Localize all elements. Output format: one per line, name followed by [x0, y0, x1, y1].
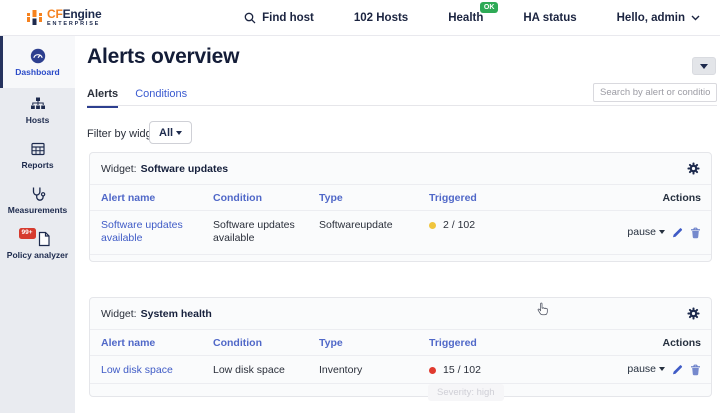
page-title: Alerts overview: [87, 45, 240, 68]
sidebar-item-hosts[interactable]: Hosts: [0, 88, 75, 133]
widget-name: System health: [140, 307, 212, 320]
health-ok-badge: OK: [479, 1, 499, 13]
severity-dot: [429, 366, 436, 374]
search-input[interactable]: [593, 83, 717, 102]
column-header-type[interactable]: Type: [319, 192, 343, 204]
gear-icon: [687, 307, 700, 320]
column-header-condition[interactable]: Condition: [213, 337, 262, 349]
alert-type: Softwareupdate: [319, 219, 393, 231]
topbar: CFEngine ENTERPRISE Find host 102 Hosts …: [0, 0, 720, 36]
column-header-alert-name[interactable]: Alert name: [101, 337, 156, 349]
cfengine-logo[interactable]: CFEngine ENTERPRISE: [27, 6, 102, 28]
policy-analyzer-icon: 99+: [18, 228, 51, 247]
sidebar-item-measurements[interactable]: Measurements: [0, 178, 75, 223]
caret-down-icon: [659, 230, 665, 234]
mouse-cursor-pointer: [536, 302, 549, 322]
filter-by-widget-label: Filter by widget:: [87, 128, 165, 140]
widget-card-software-updates: Widget: Software updates Alert name Condi…: [89, 152, 712, 262]
trash-icon: [691, 364, 700, 375]
filter-widget-dropdown[interactable]: All: [149, 121, 193, 144]
tab-bar: Alerts Conditions: [87, 88, 187, 108]
alert-triggered: 15 / 102: [429, 364, 579, 377]
cfengine-logo-icon: [27, 10, 42, 25]
delete-button[interactable]: [690, 364, 701, 376]
search-icon: [244, 12, 256, 23]
widget-card-system-health: Widget: System health Alert name Conditio…: [89, 297, 712, 397]
severity-tooltip: Severity: high: [428, 384, 504, 401]
alert-condition: Software updates available: [213, 219, 295, 244]
caret-down-icon: [700, 63, 708, 69]
alert-row-software-updates: Software updates available Software upda…: [90, 211, 711, 255]
brand-name: CFEngine: [47, 6, 102, 21]
trash-icon: [691, 227, 700, 238]
alert-row-low-disk-space: Low disk space Low disk space Inventory …: [90, 356, 711, 384]
find-host-label: Find host: [262, 11, 314, 24]
ha-status-link[interactable]: HA status: [523, 11, 577, 24]
user-menu[interactable]: Hello, admin: [617, 12, 700, 24]
column-header-type[interactable]: Type: [319, 337, 343, 349]
table-header-row: Alert name Condition Type Triggered Acti…: [90, 330, 711, 356]
sidebar-item-dashboard[interactable]: Dashboard: [0, 36, 75, 88]
sidebar-item-label: Hosts: [25, 115, 50, 125]
widget-header: Widget: Software updates: [90, 153, 711, 185]
hosts-icon: [30, 96, 46, 112]
chevron-down-icon: [691, 15, 700, 20]
brand-subtitle: ENTERPRISE: [47, 20, 101, 27]
column-header-condition[interactable]: Condition: [213, 192, 262, 204]
widget-settings-button[interactable]: [687, 307, 700, 320]
main-content: Alerts overview Alerts Conditions Filter…: [75, 36, 720, 413]
reports-icon: [30, 141, 46, 157]
widget-header: Widget: System health: [90, 298, 711, 330]
tabs-divider: [87, 105, 717, 106]
sidebar-item-reports[interactable]: Reports: [0, 133, 75, 178]
caret-down-icon: [659, 367, 665, 371]
alert-name-link[interactable]: Low disk space: [101, 364, 173, 376]
sidebar: Dashboard Hosts Reports: [0, 36, 75, 413]
edit-button[interactable]: [672, 227, 683, 238]
table-header-row: Alert name Condition Type Triggered Acti…: [90, 185, 711, 211]
sidebar-item-label: Dashboard: [15, 66, 60, 77]
sidebar-item-label: Reports: [21, 160, 54, 170]
tab-alerts[interactable]: Alerts: [87, 88, 119, 108]
column-header-triggered[interactable]: Triggered: [429, 192, 477, 204]
pencil-icon: [673, 365, 683, 375]
sidebar-item-label: Measurements: [7, 205, 68, 215]
pause-dropdown[interactable]: pause: [627, 226, 665, 239]
sidebar-item-policy-analyzer[interactable]: 99+ Policy analyzer: [0, 223, 75, 268]
pause-dropdown[interactable]: pause: [627, 363, 665, 376]
delete-button[interactable]: [690, 227, 701, 239]
caret-down-icon: [176, 130, 183, 135]
alert-name-link[interactable]: Software updates available: [101, 219, 183, 244]
alert-type: Inventory: [319, 364, 363, 376]
health-link[interactable]: Health OK: [448, 1, 499, 24]
find-host-search[interactable]: Find host: [244, 12, 314, 24]
gear-icon: [687, 162, 700, 175]
column-header-triggered[interactable]: Triggered: [429, 337, 477, 349]
policy-analyzer-badge: 99+: [18, 228, 36, 239]
edit-button[interactable]: [672, 364, 683, 375]
measurements-icon: [30, 186, 46, 202]
pencil-icon: [673, 228, 683, 238]
widget-options-dropdown[interactable]: [692, 57, 716, 75]
column-header-actions: Actions: [662, 192, 701, 204]
column-header-actions: Actions: [662, 337, 701, 349]
tab-conditions[interactable]: Conditions: [135, 88, 188, 100]
widget-name: Software updates: [140, 162, 229, 175]
alert-triggered: 2 / 102: [429, 219, 579, 232]
sidebar-item-label: Policy analyzer: [6, 250, 69, 260]
alert-condition: Low disk space: [213, 364, 285, 376]
severity-dot: [429, 221, 436, 229]
column-header-alert-name[interactable]: Alert name: [101, 192, 156, 204]
hosts-count-link[interactable]: 102 Hosts: [353, 11, 409, 24]
widget-settings-button[interactable]: [687, 162, 700, 175]
dashboard-icon: [30, 48, 46, 64]
